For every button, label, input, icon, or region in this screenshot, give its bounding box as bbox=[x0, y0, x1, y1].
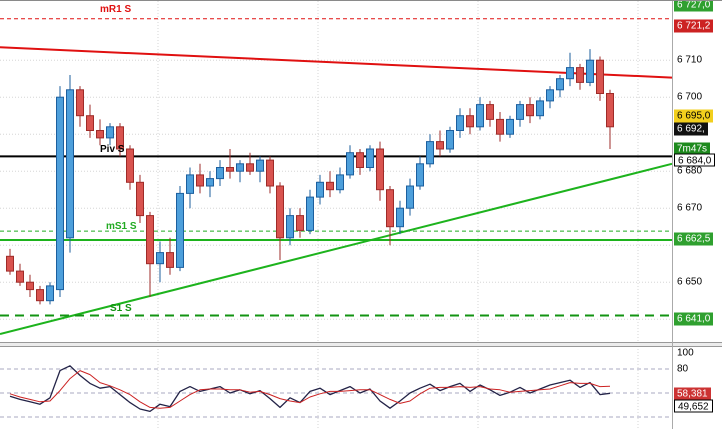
candle-body[interactable] bbox=[536, 100, 544, 117]
candle-body[interactable] bbox=[326, 181, 334, 191]
panel-divider[interactable] bbox=[0, 342, 722, 346]
candle-body[interactable] bbox=[276, 185, 284, 239]
candle-body[interactable] bbox=[526, 104, 534, 117]
indicator-signal-line bbox=[9, 370, 611, 409]
candle-body[interactable] bbox=[356, 152, 364, 168]
candle-body[interactable] bbox=[456, 115, 464, 131]
candle-body[interactable] bbox=[176, 192, 184, 268]
candle-body[interactable] bbox=[16, 270, 24, 283]
candle-body[interactable] bbox=[546, 89, 554, 102]
candle-body[interactable] bbox=[576, 67, 584, 83]
candle-body[interactable] bbox=[36, 289, 44, 302]
candle-body[interactable] bbox=[256, 159, 264, 172]
candle-body[interactable] bbox=[386, 189, 394, 228]
candle-body[interactable] bbox=[556, 78, 564, 91]
candle-body[interactable] bbox=[396, 207, 404, 228]
candle-body[interactable] bbox=[266, 159, 274, 187]
candle-body[interactable] bbox=[476, 104, 484, 128]
candle-body[interactable] bbox=[436, 141, 444, 150]
candle-body[interactable] bbox=[466, 115, 474, 128]
candle-body[interactable] bbox=[316, 181, 324, 198]
candle-body[interactable] bbox=[566, 67, 574, 80]
candle-body[interactable] bbox=[506, 118, 514, 135]
candle-body[interactable] bbox=[426, 141, 434, 165]
candle-body[interactable] bbox=[406, 185, 414, 209]
support-trendline[interactable] bbox=[0, 162, 673, 335]
candle-body[interactable] bbox=[306, 196, 314, 231]
candle-body[interactable] bbox=[486, 104, 494, 120]
candle-body[interactable] bbox=[206, 178, 214, 187]
candle-body[interactable] bbox=[216, 167, 224, 180]
candle-body[interactable] bbox=[296, 215, 304, 231]
candle-body[interactable] bbox=[96, 130, 104, 139]
candle-body[interactable] bbox=[26, 281, 34, 291]
candle-body[interactable] bbox=[366, 148, 374, 168]
candle-body[interactable] bbox=[246, 163, 254, 172]
candle-body[interactable] bbox=[286, 215, 294, 239]
candle-body[interactable] bbox=[106, 126, 114, 139]
candle-body[interactable] bbox=[136, 181, 144, 217]
candle-body[interactable] bbox=[46, 285, 54, 302]
candle-body[interactable] bbox=[186, 174, 194, 194]
candle-body[interactable] bbox=[606, 93, 614, 128]
candle-body[interactable] bbox=[126, 148, 134, 183]
candle-body[interactable] bbox=[416, 163, 424, 187]
candle-body[interactable] bbox=[376, 148, 384, 191]
candle-body[interactable] bbox=[586, 59, 594, 83]
candle-body[interactable] bbox=[56, 96, 64, 291]
candle-body[interactable] bbox=[226, 167, 234, 172]
candle-body[interactable] bbox=[336, 174, 344, 191]
candle-body[interactable] bbox=[596, 59, 604, 94]
candle-body[interactable] bbox=[116, 126, 124, 150]
candle-body[interactable] bbox=[346, 152, 354, 176]
candle-body[interactable] bbox=[146, 215, 154, 265]
candle-body[interactable] bbox=[446, 130, 454, 150]
candle-body[interactable] bbox=[196, 174, 204, 187]
candle-body[interactable] bbox=[496, 118, 504, 135]
resistance-trendline[interactable] bbox=[0, 46, 673, 79]
candle-body[interactable] bbox=[166, 252, 174, 268]
candle-body[interactable] bbox=[86, 115, 94, 131]
candle-body[interactable] bbox=[6, 255, 14, 272]
candle-body[interactable] bbox=[516, 104, 524, 120]
indicator-main-line bbox=[9, 365, 611, 413]
candle-body[interactable] bbox=[236, 163, 244, 172]
candle-body[interactable] bbox=[156, 252, 164, 265]
candle-body[interactable] bbox=[66, 89, 74, 239]
candle-body[interactable] bbox=[76, 89, 84, 117]
